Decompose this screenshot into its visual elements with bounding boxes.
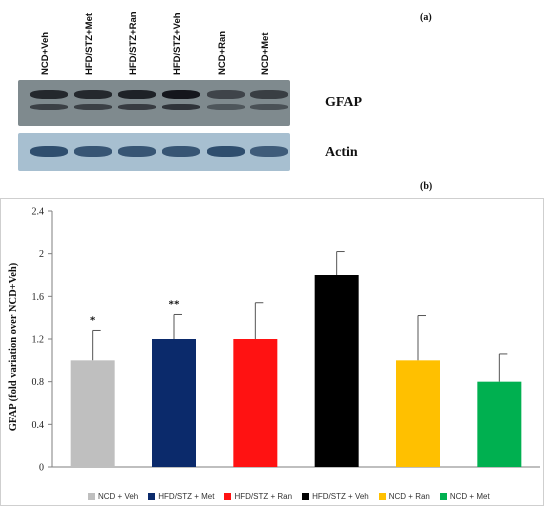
y-tick-label: 1.2 [32,335,45,346]
y-tick-label: 2.4 [32,207,45,218]
gfap-band [162,90,200,99]
y-tick-label: 0 [39,463,44,474]
legend-label: NCD + Met [449,492,490,501]
significance-marker: ** [169,298,181,310]
y-tick-label: 1.6 [32,292,45,303]
legend-label: NCD + Veh [98,492,139,501]
legend-swatch [224,493,232,500]
gfap-blot-label: GFAP [325,95,363,110]
chart-frame [0,198,544,506]
y-axis-label: GFAP (fold variation over NCD+Veh) [8,262,19,431]
legend-label: NCD + Ran [388,492,430,501]
gfap-band [118,90,156,99]
gfap-blot [18,80,290,126]
actin-band [250,146,288,157]
legend-swatch [439,493,447,500]
gfap-band [74,90,112,99]
gfap-band [207,90,245,99]
actin-blot [18,133,290,171]
y-tick-label: 2 [39,249,44,260]
gfap-band [30,90,68,99]
legend-item: NCD + Met [439,492,490,501]
legend-item: NCD + Ran [378,492,430,501]
actin-blot-label: Actin [325,145,358,160]
legend-item: HFD/STZ + Veh [302,492,369,501]
legend-swatch [88,493,95,500]
bar [70,360,115,467]
actin-band [118,146,156,157]
gfap-band [207,104,245,110]
gfap-band [250,104,288,110]
actin-band [30,146,68,157]
legend-label: HFD/STZ + Veh [312,492,369,501]
panel-a-label: (a) [420,12,432,23]
y-tick-label: 0.4 [32,420,45,431]
gfap-band [250,90,288,99]
bar [152,339,196,467]
y-tick-label: 0.8 [32,377,45,388]
bar [396,360,440,467]
legend-label: HFD/STZ + Ran [234,492,293,501]
gfap-band [74,104,112,110]
gfap-band [30,104,68,110]
actin-band [162,146,200,157]
legend-swatch [302,493,310,500]
chart-legend: NCD + Veh HFD/STZ + Met HFD/STZ + Ran HFD/S… [88,492,490,501]
legend-label: HFD/STZ + Met [158,492,215,501]
actin-band [74,146,112,157]
legend-item: NCD + Veh [88,492,138,501]
legend-swatch [148,493,156,500]
panel-b-label: (b) [420,181,433,192]
gfap-band [118,104,156,110]
legend-item: HFD/STZ + Ran [224,492,292,501]
actin-band [207,146,245,157]
significance-marker: * [90,314,96,326]
bar [477,381,522,467]
bar [233,339,278,467]
bar [314,275,359,467]
legend-item: HFD/STZ + Met [148,492,214,501]
legend-swatch [378,493,386,500]
gfap-band [162,104,200,110]
